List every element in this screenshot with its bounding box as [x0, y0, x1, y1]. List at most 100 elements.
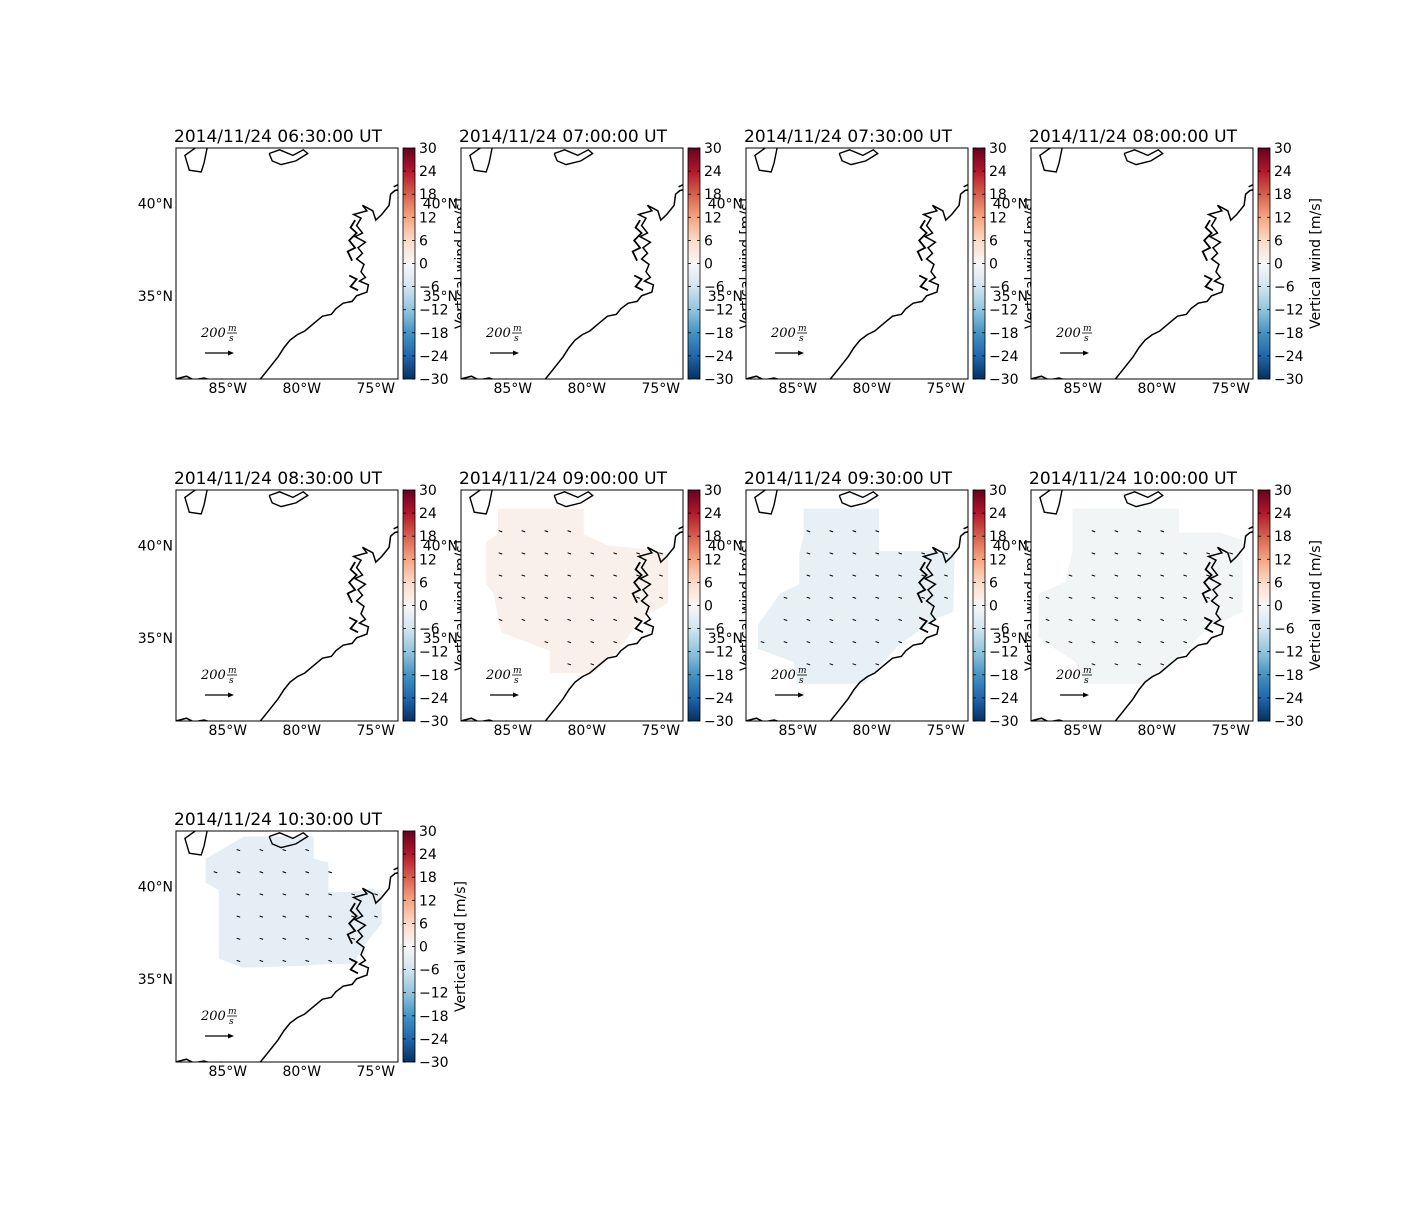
x-tick-label: 80°W [567, 381, 606, 397]
wind-arrow [1160, 618, 1165, 622]
wind-arrow [1045, 641, 1050, 644]
lake-michigan-coast [1039, 148, 1063, 173]
pamlico-sound [348, 957, 359, 975]
wind-arrow [1229, 552, 1233, 555]
map-background [176, 148, 398, 379]
wind-arrow [875, 574, 880, 577]
x-tick-label: 75°W [1211, 723, 1250, 739]
colorbar-tick-label: −12 [419, 303, 449, 319]
colorbar-tick-label: 18 [704, 529, 722, 545]
wind-arrow [259, 849, 264, 852]
scale-arrow-unit-den: s [229, 334, 234, 344]
x-tick-label: 85°W [208, 1064, 247, 1080]
wind-arrow [898, 641, 903, 644]
wind-arrow [829, 530, 834, 533]
wind-arrow [567, 663, 572, 666]
wind-arrow [944, 574, 948, 577]
colorbar-tick-label: −12 [1274, 303, 1304, 319]
wind-arrow [259, 871, 264, 874]
colorbar-tick-label: 6 [704, 575, 713, 591]
wind-arrow [1206, 596, 1211, 599]
wind-arrow [282, 893, 287, 896]
wind-arrow [806, 663, 811, 666]
chesapeake-bay [916, 561, 928, 604]
wind-arrow [806, 618, 811, 622]
map-panel: 2014/11/24 10:30:00 UT 200 ms 85°W 80°W 75°W 4… [138, 810, 469, 1080]
wind-arrow [1229, 574, 1233, 577]
colorbar-tick-label: −30 [704, 714, 734, 730]
lake-erie-coast [553, 148, 594, 166]
colorbar-tick-label: 24 [989, 506, 1007, 522]
map-panel: 2014/11/24 09:30:00 UT 200 ms 85°W 80°W 75°W 4… [708, 469, 1039, 739]
lake-erie-coast [1123, 490, 1164, 508]
wind-arrow [636, 552, 641, 555]
colorbar-tick-label: −12 [989, 303, 1019, 319]
wind-arrow [1068, 641, 1073, 644]
colorbar-tick-label: 30 [1274, 483, 1292, 499]
x-tick-label: 85°W [208, 381, 247, 397]
pamlico-sound [1203, 616, 1214, 634]
wind-arrow [567, 552, 572, 555]
wind-arrow [1183, 618, 1188, 622]
gulf-coastline [746, 717, 792, 721]
scale-arrow-unit-den: s [1084, 676, 1089, 686]
wind-arrow [259, 893, 264, 896]
scale-arrow-value: 200 [770, 668, 796, 683]
wind-arrow [1091, 574, 1096, 577]
x-tick-label: 85°W [1063, 381, 1102, 397]
colorbar-tick-label: 6 [989, 233, 998, 249]
colorbar-tick-label: 0 [1274, 257, 1283, 273]
wind-arrow [590, 596, 595, 599]
wind-arrow [1091, 596, 1096, 599]
gulf-coastline [1031, 717, 1077, 721]
map-frame [175, 147, 399, 380]
wind-arrow [1091, 618, 1096, 622]
scale-arrow-unit-num: m [513, 324, 522, 334]
y-tick-label: 35°N [138, 289, 173, 305]
x-tick-label: 80°W [852, 381, 891, 397]
wind-arrow [829, 552, 834, 555]
wind-arrow [1068, 596, 1073, 599]
wind-arrow [1114, 618, 1119, 622]
wind-arrow [567, 618, 572, 622]
scale-arrow-head [798, 692, 804, 698]
colorbar-tick-label: 18 [419, 187, 437, 203]
atlantic-coastline [1114, 525, 1253, 721]
wind-arrow [521, 618, 526, 622]
chesapeake-bay [631, 219, 643, 262]
wind-arrow [374, 915, 378, 918]
vertical-wind-field [1038, 508, 1243, 684]
colorbar-tick-label: −6 [704, 280, 725, 296]
x-tick-label: 75°W [356, 1064, 395, 1080]
colorbar-tick-label: −12 [1274, 645, 1304, 661]
scale-arrow: 200 ms [200, 324, 237, 356]
wind-arrow [898, 618, 903, 622]
colorbar-tick-label: 0 [989, 599, 998, 615]
scale-arrow-unit-den: s [1084, 334, 1089, 344]
wind-arrow [613, 552, 618, 555]
atlantic-coastline [829, 183, 968, 379]
atlantic-coastline [259, 183, 398, 379]
colorbar-tick-label: 24 [419, 506, 437, 522]
wind-arrow [498, 552, 503, 555]
wind-arrow [236, 959, 241, 963]
lake-erie-coast [268, 148, 309, 166]
colorbar-tick-label: 18 [704, 187, 722, 203]
colorbar-tick-label: −12 [989, 645, 1019, 661]
panel-title: 2014/11/24 08:30:00 UT [174, 469, 383, 489]
map-frame [460, 147, 684, 380]
wind-arrow [236, 915, 241, 918]
wind-arrow [1045, 596, 1050, 599]
colorbar-tick-label: 12 [989, 552, 1007, 568]
wind-arrow [829, 641, 834, 644]
colorbar-tick-label: 12 [989, 210, 1007, 226]
wind-arrow [521, 574, 526, 577]
wind-arrow [806, 552, 811, 555]
wind-arrow [351, 893, 356, 896]
wind-arrow [1114, 552, 1119, 555]
wind-arrow [852, 618, 857, 622]
wind-arrow [567, 574, 572, 577]
wind-arrow [567, 530, 572, 533]
colorbar-tick-label: −30 [419, 714, 449, 730]
scale-arrow-value: 200 [200, 668, 226, 683]
